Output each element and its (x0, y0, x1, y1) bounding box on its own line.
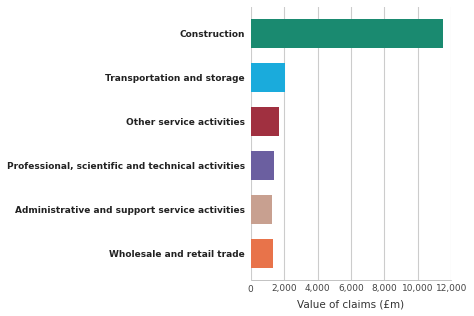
Bar (251, 107, 279, 136)
Bar (251, 19, 443, 48)
Bar (251, 64, 285, 92)
Bar (251, 151, 274, 180)
Bar (251, 195, 273, 224)
Bar (251, 239, 273, 268)
X-axis label: Value of claims (£m): Value of claims (£m) (297, 299, 405, 309)
